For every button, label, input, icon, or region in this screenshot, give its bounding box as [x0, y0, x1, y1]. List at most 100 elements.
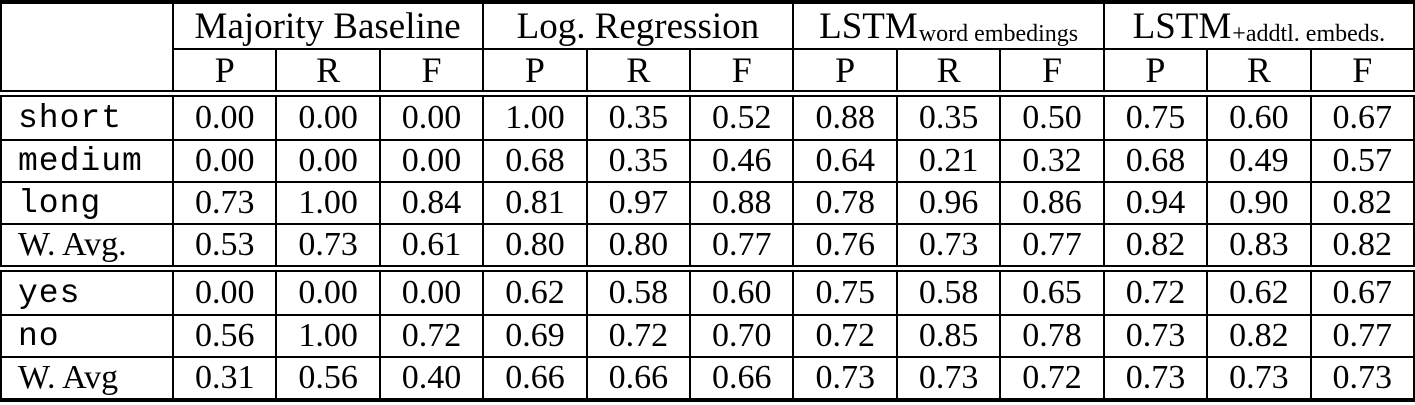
value-cell: 0.84	[378, 183, 482, 223]
metric-header-cell: F	[999, 48, 1103, 90]
value-cell: 0.00	[275, 97, 378, 139]
value-cell: 0.77	[999, 225, 1102, 265]
value-cell: 0.56	[275, 358, 378, 398]
value-cell: 0.82	[1309, 225, 1413, 265]
row-label: W. Avg.	[18, 226, 127, 263]
table-row: long 0.73 1.00 0.84 0.81 0.97 0.88 0.78 0.96 0.86…	[2, 181, 1413, 223]
value-cell: 0.88	[689, 183, 792, 223]
value-cell: 0.80	[585, 225, 689, 265]
group-header-majority-baseline: Majority Baseline	[172, 4, 482, 48]
value-cell: 0.62	[482, 272, 585, 314]
group-name: LSTM	[819, 5, 918, 47]
value-cell: 0.75	[1102, 97, 1206, 139]
value-cell: 0.82	[1309, 183, 1413, 223]
value-cell: 0.73	[1206, 358, 1309, 398]
value-cell: 0.50	[999, 97, 1102, 139]
value-cell: 0.66	[689, 358, 792, 398]
value-cell: 0.80	[482, 225, 585, 265]
value-cell: 0.72	[999, 358, 1102, 398]
value-cell: 0.32	[999, 141, 1102, 181]
value-cell: 0.70	[689, 316, 792, 356]
value-cell: 0.97	[585, 183, 689, 223]
value-cell: 0.56	[172, 316, 275, 356]
group-subscript: word embedings	[918, 20, 1079, 47]
value-cell: 0.78	[999, 316, 1102, 356]
value-cell: 0.73	[1102, 316, 1206, 356]
value-cell: 0.65	[999, 272, 1102, 314]
value-cell: 0.58	[585, 272, 689, 314]
value-cell: 0.53	[172, 225, 275, 265]
value-cell: 0.64	[792, 141, 895, 181]
table-body-section-yesno: yes 0.00 0.00 0.00 0.62 0.58 0.60 0.75 0.58 0.65 0…	[0, 270, 1415, 402]
table-header-section: Majority Baseline Log. Regression LSTM wo…	[0, 0, 1415, 92]
value-cell: 0.75	[792, 272, 895, 314]
value-cell: 0.78	[792, 183, 895, 223]
group-header-lstm-addtl-embeds: LSTM +addtl. embeds.	[1102, 4, 1413, 48]
value-cell: 0.83	[1206, 225, 1309, 265]
table-row: medium 0.00 0.00 0.00 0.68 0.35 0.46 0.64 0.21 0.…	[2, 139, 1413, 181]
value-cell: 0.76	[792, 225, 895, 265]
group-header-log-regression: Log. Regression	[482, 4, 792, 48]
value-cell: 0.49	[1206, 141, 1309, 181]
group-header-lstm-word-embeddings: LSTM word embedings	[792, 4, 1102, 48]
metric-header-cell: F	[689, 48, 793, 90]
table-row: yes 0.00 0.00 0.00 0.62 0.58 0.60 0.75 0.58 0.65 0…	[2, 272, 1413, 314]
value-cell: 0.81	[482, 183, 585, 223]
value-cell: 0.58	[895, 272, 999, 314]
value-cell: 0.68	[482, 141, 585, 181]
value-cell: 0.72	[792, 316, 895, 356]
value-cell: 1.00	[275, 183, 378, 223]
value-cell: 0.72	[1102, 272, 1206, 314]
metric-header-cell: F	[378, 48, 483, 90]
value-cell: 0.73	[1309, 358, 1413, 398]
metric-header-cell: F	[1309, 48, 1413, 90]
metric-header-cell: P	[482, 48, 586, 90]
value-cell: 0.73	[895, 225, 999, 265]
value-cell: 0.00	[275, 141, 378, 181]
value-cell: 0.72	[585, 316, 689, 356]
group-name: Majority Baseline	[194, 5, 461, 47]
group-subscript: +addtl. embeds.	[1232, 20, 1386, 47]
value-cell: 0.73	[172, 183, 275, 223]
value-cell: 1.00	[275, 316, 378, 356]
metric-header-cell: R	[275, 48, 379, 90]
value-cell: 0.67	[1309, 272, 1413, 314]
row-label: W. Avg	[18, 359, 119, 396]
value-cell: 0.00	[275, 272, 378, 314]
value-cell: 0.90	[1206, 183, 1309, 223]
value-cell: 0.40	[378, 358, 482, 398]
value-cell: 0.21	[895, 141, 999, 181]
value-cell: 0.82	[1206, 316, 1309, 356]
value-cell: 0.35	[585, 97, 689, 139]
group-name: LSTM	[1132, 5, 1232, 47]
value-cell: 0.85	[895, 316, 999, 356]
row-label: short	[18, 99, 123, 137]
value-cell: 0.00	[378, 141, 482, 181]
value-cell: 0.31	[172, 358, 275, 398]
value-cell: 0.86	[999, 183, 1102, 223]
value-cell: 0.60	[1206, 97, 1309, 139]
table-row: no 0.56 1.00 0.72 0.69 0.72 0.70 0.72 0.85 0.78 0.…	[2, 314, 1413, 356]
table-row: short 0.00 0.00 0.00 1.00 0.35 0.52 0.88 0.35 0.5…	[2, 97, 1413, 139]
value-cell: 0.67	[1309, 97, 1413, 139]
value-cell: 0.73	[895, 358, 999, 398]
value-cell: 0.94	[1102, 183, 1206, 223]
metric-header-cell: P	[1102, 48, 1207, 90]
value-cell: 0.00	[172, 97, 275, 139]
value-cell: 0.73	[792, 358, 895, 398]
value-cell: 0.62	[1206, 272, 1309, 314]
value-cell: 0.35	[895, 97, 999, 139]
value-cell: 0.60	[689, 272, 792, 314]
value-cell: 0.66	[482, 358, 585, 398]
metric-header-cell: R	[1206, 48, 1310, 90]
value-cell: 1.00	[482, 97, 585, 139]
row-label: yes	[18, 274, 81, 312]
value-cell: 0.77	[689, 225, 792, 265]
value-cell: 0.00	[172, 141, 275, 181]
value-cell: 0.82	[1102, 225, 1206, 265]
row-label: medium	[18, 142, 143, 180]
value-cell: 0.72	[378, 316, 482, 356]
value-cell: 0.73	[1102, 358, 1206, 398]
